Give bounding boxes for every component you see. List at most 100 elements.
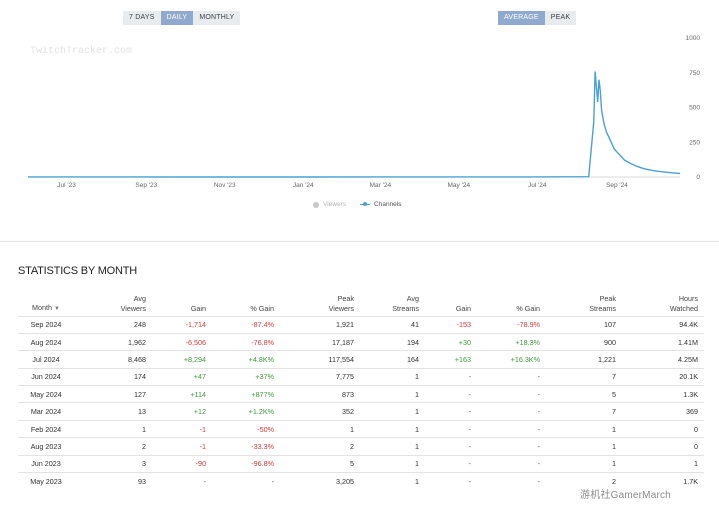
- col-peak-viewers[interactable]: Peak Viewers: [328, 293, 354, 313]
- cell-gain-streams: -: [425, 437, 477, 456]
- cell-avg-streams: 1: [360, 385, 425, 403]
- cell-month: May 2023: [18, 472, 80, 490]
- cell-month: Mar 2024: [18, 402, 80, 421]
- table-row: Feb 2024 1 -1 -50% 1 1- -1 0: [18, 419, 704, 438]
- table-row: Sep 2024 248 -1,714 -87.4% 1,921 41 -153 -78.9%…: [18, 315, 704, 334]
- cell-avg-streams: 1: [360, 437, 425, 456]
- cell-pct-gain-streams: +18.3%: [477, 332, 546, 351]
- cell-avg-streams: 1: [360, 472, 425, 490]
- y-tick-label: 250: [689, 139, 700, 146]
- cell-peak-viewers: 3,205: [280, 472, 360, 490]
- cell-pct-gain: +1.2K%: [212, 402, 280, 421]
- range-daily-button[interactable]: DAILY: [160, 11, 194, 25]
- chart-legend: Viewers Channels: [313, 201, 401, 208]
- channels-chart: TwitchTracker.com 0 250 500 750 1000 Jul '23…: [28, 35, 701, 189]
- sort-desc-icon: ▼: [54, 305, 60, 312]
- col-month[interactable]: Month ▼: [32, 302, 60, 312]
- x-axis: Jul '23 Sep '23 Nov '23 Jan '24 Mar '24 May '…: [57, 182, 628, 189]
- cell-month: Jun 2023: [18, 454, 80, 473]
- cell-hours-watched: 0: [622, 437, 704, 456]
- x-tick-label: May '24: [448, 182, 471, 189]
- cell-gain-streams: -: [425, 472, 477, 490]
- chart-watermark: TwitchTracker.com: [30, 45, 132, 57]
- cell-month: Feb 2024: [18, 419, 80, 438]
- channels-series-line: [28, 71, 681, 178]
- col-peak-streams[interactable]: Peak Streams: [589, 293, 616, 313]
- cell-pct-gain-streams: -: [477, 367, 546, 386]
- table-header-row: Month ▼ Avg Viewers Gain % Gain Peak Viewer…: [18, 286, 704, 316]
- viewers-legend-icon: [313, 201, 319, 208]
- metric-average-button[interactable]: AVERAGE: [498, 11, 545, 25]
- cell-avg-viewers: 2: [80, 437, 152, 456]
- col-avg-viewers[interactable]: Avg Viewers: [120, 293, 146, 313]
- cell-peak-viewers: 873: [280, 385, 360, 403]
- cell-peak-viewers: 2: [280, 437, 360, 456]
- cell-peak-viewers: 7,775: [280, 367, 360, 386]
- col-pct-gain-streams[interactable]: % Gain: [516, 303, 540, 313]
- table-row: Aug 2023 2 -1 -33.3% 2 1- -1 0: [18, 437, 704, 456]
- cell-pct-gain-streams: +16.3K%: [477, 350, 546, 369]
- cell-gain-streams: -153: [425, 315, 477, 334]
- cell-peak-streams: 1: [546, 437, 622, 456]
- cell-avg-streams: 1: [360, 367, 425, 386]
- cell-peak-streams: 7: [546, 402, 622, 421]
- cell-hours-watched: 1.7K: [622, 472, 704, 490]
- table-row: May 2024 127 +114 +877% 873 1- -5 1.3K: [18, 385, 704, 403]
- range-7days-button[interactable]: 7 DAYS: [129, 14, 155, 21]
- cell-avg-viewers: 174: [80, 367, 152, 386]
- cell-gain: +47: [152, 367, 212, 386]
- legend-viewers[interactable]: Viewers: [313, 201, 346, 208]
- cell-month: Sep 2024: [18, 315, 80, 334]
- cell-month: May 2024: [18, 385, 80, 403]
- cell-avg-viewers: 8,468: [80, 350, 152, 369]
- cell-pct-gain-streams: -: [477, 437, 546, 456]
- x-tick-label: Mar '24: [370, 182, 392, 189]
- cell-pct-gain-streams: -: [477, 385, 546, 403]
- cell-avg-viewers: 1,962: [80, 332, 152, 351]
- legend-channels[interactable]: Channels: [360, 201, 401, 208]
- table-row: Jul 2024 8,468 +8,294 +4.8K% 117,554 164 +163 +…: [18, 350, 704, 369]
- table-row: Jun 2024 174 +47 +37% 7,775 1- -7 20.1K: [18, 367, 704, 386]
- cell-avg-viewers: 93: [80, 472, 152, 490]
- cell-month: Jun 2024: [18, 367, 80, 386]
- cell-hours-watched: 1: [622, 454, 704, 473]
- section-title: STATISTICS BY MONTH: [18, 265, 138, 277]
- cell-hours-watched: 20.1K: [622, 367, 704, 386]
- col-pct-gain[interactable]: % Gain: [250, 303, 274, 313]
- metric-peak-button[interactable]: PEAK: [550, 14, 571, 21]
- cell-pct-gain: +4.8K%: [212, 350, 280, 369]
- col-gain[interactable]: Gain: [190, 303, 206, 313]
- cell-gain: +8,294: [152, 350, 212, 369]
- col-gain-streams[interactable]: Gain: [455, 303, 471, 313]
- y-tick-label: 1000: [686, 35, 701, 42]
- x-tick-label: Jul '24: [528, 182, 547, 189]
- table-row: May 2023 93- -3,205 1- -2 1.7K: [18, 472, 704, 490]
- cell-peak-streams: 7: [546, 367, 622, 386]
- cell-gain: -1: [152, 437, 212, 456]
- range-monthly-button[interactable]: MONTHLY: [199, 14, 235, 21]
- cell-peak-viewers: 1: [280, 419, 360, 438]
- cell-peak-streams: 107: [546, 315, 622, 334]
- cell-pct-gain: -96.8%: [212, 454, 280, 473]
- cell-hours-watched: 4.25M: [622, 350, 704, 369]
- cell-gain: +114: [152, 385, 212, 403]
- x-tick-label: Sep '23: [135, 182, 157, 189]
- cell-gain-streams: +163: [425, 350, 477, 369]
- col-hours-watched[interactable]: Hours Watched: [669, 293, 698, 313]
- cell-avg-streams: 1: [360, 419, 425, 438]
- cell-avg-streams: 1: [360, 402, 425, 421]
- cell-peak-streams: 900: [546, 332, 622, 351]
- cell-pct-gain: -50%: [212, 419, 280, 438]
- x-tick-label: Jan '24: [293, 182, 314, 189]
- cell-peak-viewers: 1,921: [280, 315, 360, 334]
- metric-toggle-group: AVERAGE PEAK: [498, 11, 577, 25]
- cell-pct-gain-streams: -: [477, 472, 546, 490]
- col-avg-streams[interactable]: Avg Streams: [392, 293, 419, 313]
- cell-avg-viewers: 1: [80, 419, 152, 438]
- table-row: Mar 2024 13 +12 +1.2K% 352 1- -7 369: [18, 402, 704, 421]
- cell-pct-gain-streams: -: [477, 402, 546, 421]
- cell-avg-streams: 41: [360, 315, 425, 334]
- cell-peak-streams: 5: [546, 385, 622, 403]
- y-tick-label: 500: [689, 105, 700, 112]
- cell-avg-viewers: 127: [80, 385, 152, 403]
